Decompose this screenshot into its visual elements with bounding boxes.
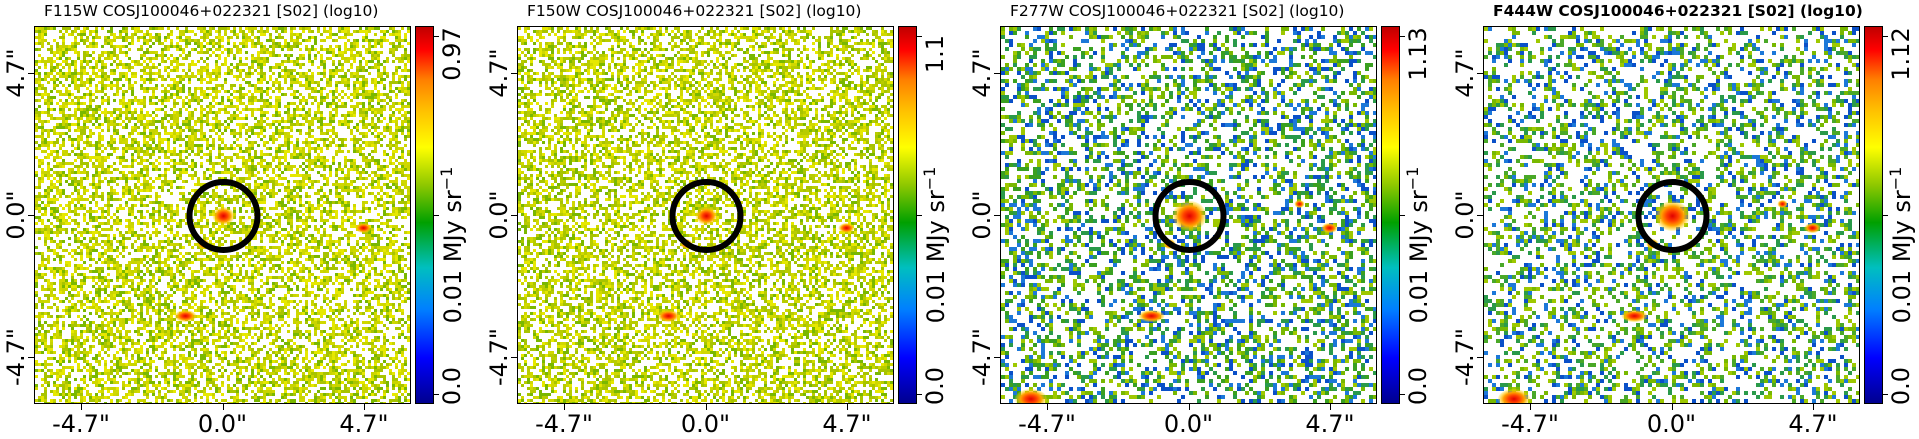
y-tick-label: 0.0" — [485, 190, 513, 239]
cutout-image — [1483, 26, 1860, 404]
x-tick-label: -4.7" — [1018, 410, 1076, 438]
colorbar-tick — [1400, 215, 1405, 216]
x-tick — [705, 404, 707, 410]
x-tick — [1813, 404, 1814, 410]
x-tick-label: -4.7" — [52, 410, 110, 438]
x-tick-label: 0.0" — [681, 410, 730, 438]
y-tick — [1477, 215, 1483, 216]
y-tick-label: 4.7" — [485, 48, 513, 97]
panel-title: F444W COSJ100046+022321 [S02] (log10) — [1493, 2, 1863, 20]
colorbar-max-label: 1.13 — [1404, 27, 1432, 80]
colorbar-unit-label: 0.01 MJy sr−1 — [1886, 167, 1916, 324]
image-panel: F277W COSJ100046+022321 [S02] (log10) -4.… — [966, 0, 1446, 439]
colorbar-min-label: 0.0 — [1887, 367, 1915, 405]
x-tick-label: 0.0" — [1164, 410, 1213, 438]
x-tick — [1047, 404, 1048, 410]
x-tick-label: -4.7" — [535, 410, 593, 438]
y-tick — [28, 357, 34, 358]
colorbar-min-label: 0.0 — [1404, 367, 1432, 405]
image-panel: F150W COSJ100046+022321 [S02] (log10) -4.… — [483, 0, 963, 439]
colorbar-tick — [1883, 394, 1888, 395]
x-tick-label: 0.0" — [198, 410, 247, 438]
y-tick-label: 4.7" — [2, 48, 30, 97]
colorbar — [1864, 26, 1883, 404]
y-tick-label: 0.0" — [1451, 190, 1479, 239]
colorbar — [898, 26, 917, 404]
x-tick-label: 4.7" — [339, 410, 388, 438]
y-tick-label: 4.7" — [1451, 48, 1479, 97]
x-tick — [222, 404, 224, 410]
x-tick-label: -4.7" — [1501, 410, 1559, 438]
y-tick — [994, 357, 1000, 358]
x-tick-label: 4.7" — [822, 410, 871, 438]
colorbar — [1381, 26, 1400, 404]
cutout-pixels — [1001, 27, 1376, 403]
colorbar-unit-exponent: −1 — [437, 167, 456, 191]
x-tick — [1530, 404, 1531, 410]
y-tick-label: 4.7" — [968, 48, 996, 97]
colorbar-tick — [1883, 36, 1888, 37]
y-tick-label: 0.0" — [2, 190, 30, 239]
y-tick-label: -4.7" — [2, 328, 30, 386]
colorbar-max-label: 0.97 — [438, 27, 466, 80]
colorbar-tick — [434, 36, 439, 37]
cutout-image — [34, 26, 411, 404]
y-tick — [1477, 357, 1483, 358]
colorbar — [415, 26, 434, 404]
panel-title: F115W COSJ100046+022321 [S02] (log10) — [44, 2, 378, 20]
y-tick-label: -4.7" — [968, 328, 996, 386]
x-tick — [1671, 404, 1673, 410]
colorbar-tick — [1883, 215, 1888, 216]
y-tick — [28, 215, 34, 216]
x-tick — [847, 404, 848, 410]
colorbar-min-label: 0.0 — [921, 367, 949, 405]
colorbar-tick — [917, 215, 922, 216]
x-tick — [1330, 404, 1331, 410]
image-panel: F444W COSJ100046+022321 [S02] (log10) -4.… — [1449, 0, 1919, 439]
x-tick-label: 0.0" — [1647, 410, 1696, 438]
y-tick — [511, 215, 517, 216]
x-tick — [564, 404, 565, 410]
cutout-pixels — [518, 27, 893, 403]
colorbar-unit-label: 0.01 MJy sr−1 — [1403, 167, 1433, 324]
y-tick — [511, 357, 517, 358]
x-tick — [81, 404, 82, 410]
colorbar-tick — [917, 36, 922, 37]
y-tick-label: 0.0" — [968, 190, 996, 239]
cutout-image — [1000, 26, 1377, 404]
colorbar-tick — [434, 215, 439, 216]
colorbar-tick — [1400, 36, 1405, 37]
y-tick — [994, 73, 1000, 74]
colorbar-max-label: 1.12 — [1887, 27, 1915, 80]
y-tick — [1477, 73, 1483, 74]
colorbar-unit-exponent: −1 — [1403, 167, 1422, 191]
colorbar-tick — [434, 394, 439, 395]
y-tick-label: -4.7" — [1451, 328, 1479, 386]
y-tick — [511, 73, 517, 74]
x-tick-label: 4.7" — [1305, 410, 1354, 438]
colorbar-unit-label: 0.01 MJy sr−1 — [437, 167, 467, 324]
colorbar-unit-label: 0.01 MJy sr−1 — [920, 167, 950, 324]
x-tick — [364, 404, 365, 410]
colorbar-min-label: 0.0 — [438, 367, 466, 405]
colorbar-unit-exponent: −1 — [920, 167, 939, 191]
image-panel: F115W COSJ100046+022321 [S02] (log10) -4.… — [0, 0, 480, 439]
y-tick-label: -4.7" — [485, 328, 513, 386]
colorbar-tick — [1400, 394, 1405, 395]
panel-title: F277W COSJ100046+022321 [S02] (log10) — [1010, 2, 1344, 20]
x-tick-label: 4.7" — [1788, 410, 1837, 438]
x-tick — [1188, 404, 1190, 410]
colorbar-tick — [917, 394, 922, 395]
colorbar-max-label: 1.1 — [921, 35, 949, 73]
y-tick — [994, 215, 1000, 216]
colorbar-unit-exponent: −1 — [1886, 167, 1905, 191]
cutout-pixels — [1484, 27, 1859, 403]
cutout-pixels — [35, 27, 410, 403]
panel-title: F150W COSJ100046+022321 [S02] (log10) — [527, 2, 861, 20]
y-tick — [28, 73, 34, 74]
cutout-image — [517, 26, 894, 404]
